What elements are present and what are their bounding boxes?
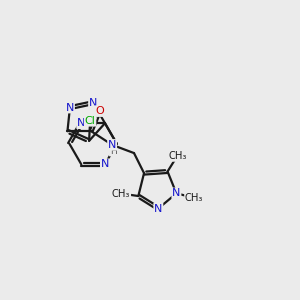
Text: N: N xyxy=(101,159,109,169)
Text: CH₃: CH₃ xyxy=(168,151,186,161)
Text: N: N xyxy=(66,103,74,112)
Text: Cl: Cl xyxy=(85,116,95,126)
Text: N: N xyxy=(77,118,86,128)
Text: N: N xyxy=(172,188,181,198)
Text: O: O xyxy=(95,106,104,116)
Text: CH₃: CH₃ xyxy=(185,193,203,203)
Text: N: N xyxy=(89,98,97,108)
Text: CH₃: CH₃ xyxy=(112,189,130,199)
Text: H: H xyxy=(110,147,116,156)
Text: N: N xyxy=(108,140,116,150)
Text: N: N xyxy=(154,203,163,214)
